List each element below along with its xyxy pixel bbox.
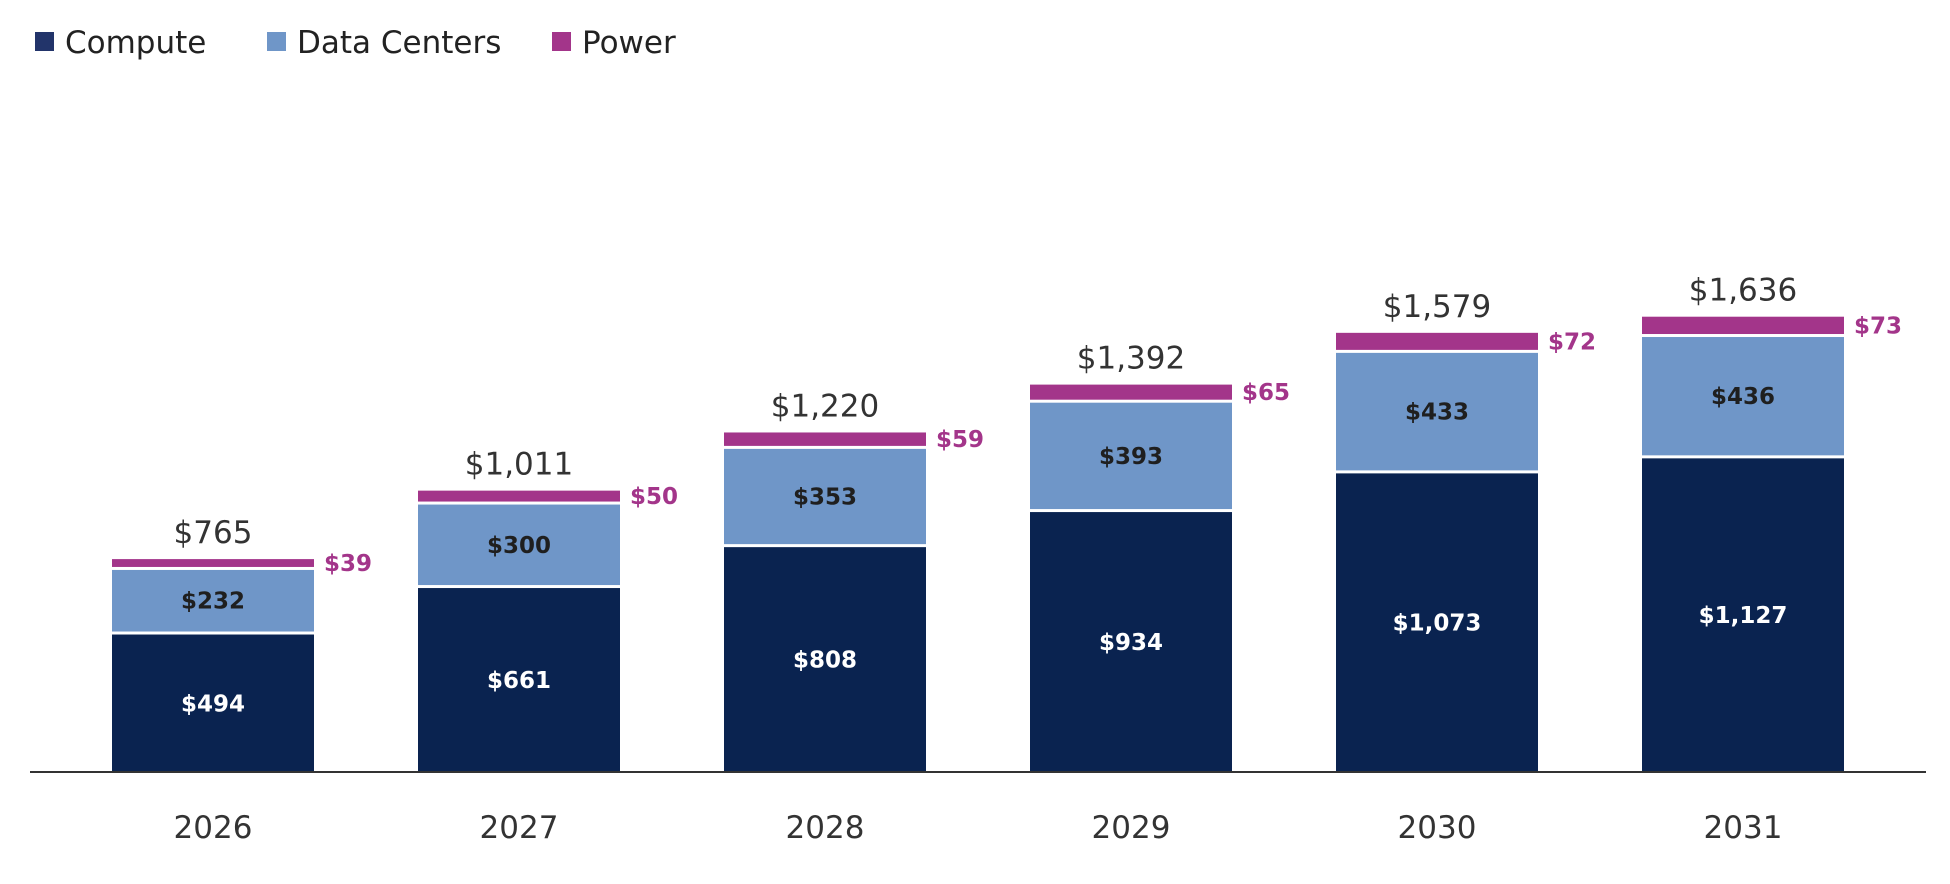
legend-label-power: Power (582, 25, 676, 61)
data-label-compute-2031: $1,127 (1699, 603, 1788, 629)
legend-label-compute: Compute (65, 25, 206, 61)
legend-swatch-compute (35, 32, 54, 51)
data-label-compute-2029: $934 (1099, 630, 1163, 656)
bar-data-centers-2026 (112, 569, 314, 632)
bar-data-centers-2028 (724, 448, 926, 545)
bar-compute-2028 (724, 547, 926, 772)
bar-power-2027 (418, 490, 620, 502)
data-label-data-centers-2026: $232 (181, 589, 245, 615)
legend: Compute Data Centers Power (35, 25, 676, 61)
data-label-power-2029: $65 (1242, 380, 1290, 406)
bars: $494 $232 $39 $765 $661 $300 $50 $1,011 $808 $353… (112, 273, 1902, 772)
bar-compute-2031 (1642, 458, 1844, 772)
data-label-compute-2026: $494 (181, 691, 245, 717)
legend-swatch-power (552, 32, 571, 51)
x-tick-label-2028: 2028 (786, 810, 865, 846)
data-label-data-centers-2028: $353 (793, 485, 857, 511)
total-label-2026: $765 (174, 515, 253, 551)
data-label-data-centers-2027: $300 (487, 533, 551, 559)
total-label-2030: $1,579 (1383, 289, 1491, 325)
bar-power-2029 (1030, 384, 1232, 400)
data-label-power-2030: $72 (1548, 329, 1596, 355)
legend-label-data-centers: Data Centers (297, 25, 501, 61)
total-label-2029: $1,392 (1077, 341, 1185, 377)
bar-power-2031 (1642, 316, 1844, 335)
bar-compute-2026 (112, 634, 314, 772)
bar-data-centers-2030 (1336, 352, 1538, 471)
x-axis-tick-labels: 2026 2027 2028 2029 2030 2031 (174, 810, 1783, 846)
data-label-data-centers-2029: $393 (1099, 444, 1163, 470)
bar-data-centers-2031 (1642, 337, 1844, 456)
bar-data-centers-2029 (1030, 402, 1232, 510)
data-label-compute-2030: $1,073 (1393, 611, 1482, 637)
total-label-2028: $1,220 (771, 388, 879, 424)
data-label-power-2028: $59 (936, 427, 984, 453)
bar-power-2028 (724, 432, 926, 446)
x-tick-label-2026: 2026 (174, 810, 253, 846)
data-label-power-2026: $39 (324, 551, 372, 577)
total-label-2031: $1,636 (1689, 273, 1797, 309)
x-tick-label-2027: 2027 (480, 810, 559, 846)
bar-data-centers-2027 (418, 504, 620, 586)
data-label-power-2027: $50 (630, 484, 678, 510)
data-label-compute-2027: $661 (487, 668, 551, 694)
data-label-data-centers-2031: $436 (1711, 384, 1775, 410)
bar-compute-2029 (1030, 512, 1232, 772)
data-label-compute-2028: $808 (793, 648, 857, 674)
data-label-power-2031: $73 (1854, 313, 1902, 339)
legend-swatch-data-centers (267, 32, 286, 51)
data-label-data-centers-2030: $433 (1405, 400, 1469, 426)
x-tick-label-2029: 2029 (1092, 810, 1171, 846)
bar-power-2026 (112, 559, 314, 567)
bar-power-2030 (1336, 332, 1538, 350)
x-tick-label-2031: 2031 (1704, 810, 1783, 846)
x-tick-label-2030: 2030 (1398, 810, 1477, 846)
bar-compute-2030 (1336, 473, 1538, 772)
bar-compute-2027 (418, 588, 620, 772)
total-label-2027: $1,011 (465, 447, 573, 483)
